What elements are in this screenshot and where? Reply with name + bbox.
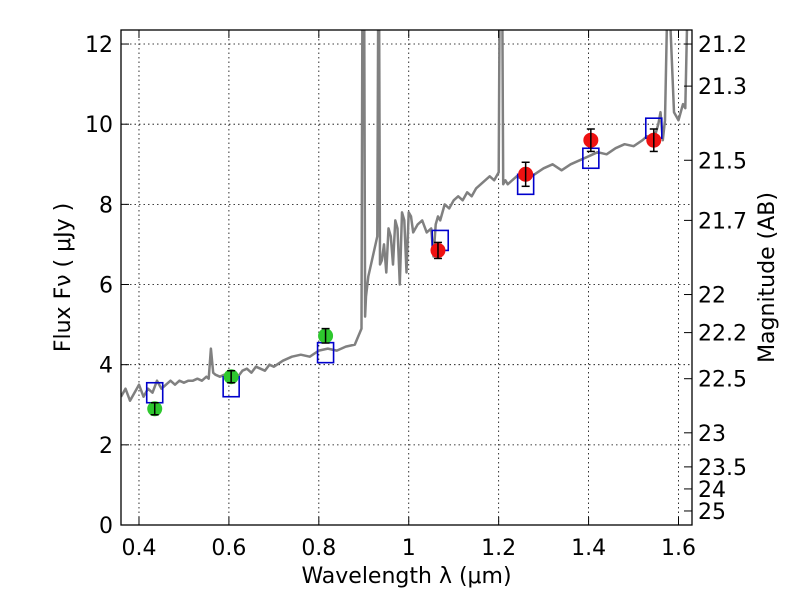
- observed-near-ir--series: [430, 128, 662, 260]
- magnitude-tick-label: 25: [698, 500, 726, 525]
- x-tick-label: 1.2: [481, 536, 516, 561]
- magnitude-tick-label: 21.5: [698, 149, 747, 174]
- observed-optical--series: [147, 327, 334, 417]
- x-tick-label: 1: [402, 536, 416, 561]
- magnitude-tick-label: 21.3: [698, 75, 747, 100]
- model-photometry-series: [145, 117, 663, 404]
- y-tick-label: 6: [99, 274, 113, 299]
- grid-lines: [121, 30, 692, 526]
- magnitude-tick-label: 22: [698, 284, 726, 309]
- magnitude-tick-label: 23.5: [698, 456, 747, 481]
- x-tick-label: 0.6: [211, 536, 246, 561]
- y-tick-label: 10: [85, 113, 113, 138]
- plot-frame: [120, 29, 693, 526]
- y-tick-label: 8: [99, 193, 113, 218]
- magnitude-tick-label: 22.2: [698, 322, 747, 347]
- magnitude-tick-label: 21.2: [698, 33, 747, 58]
- spectrum-line: [121, 30, 689, 402]
- x-tick-label: 0.8: [301, 536, 336, 561]
- y-tick-label: 0: [99, 514, 113, 539]
- y-tick-label: 4: [99, 354, 113, 379]
- magnitude-tick-label: 22.5: [698, 368, 747, 393]
- model-photometry-point: [316, 341, 335, 364]
- y-tick-label: 2: [99, 434, 113, 459]
- x-axis-label: Wavelength λ (μm): [301, 564, 511, 589]
- x-tick-label: 1.6: [661, 536, 696, 561]
- plot-series: [121, 30, 689, 417]
- y2-axis-label: Magnitude (AB): [755, 192, 780, 363]
- magnitude-tick-label: 24: [698, 478, 726, 503]
- magnitude-tick-label: 23: [698, 422, 726, 447]
- x-tick-label: 1.4: [571, 536, 606, 561]
- y-tick-label: 12: [85, 33, 113, 58]
- magnitude-tick-label: 21.7: [698, 209, 747, 234]
- y-axis-label: Flux Fν ( μJy ): [51, 203, 76, 352]
- model-spectrum-series: [121, 30, 689, 402]
- x-tick-label: 0.4: [121, 536, 156, 561]
